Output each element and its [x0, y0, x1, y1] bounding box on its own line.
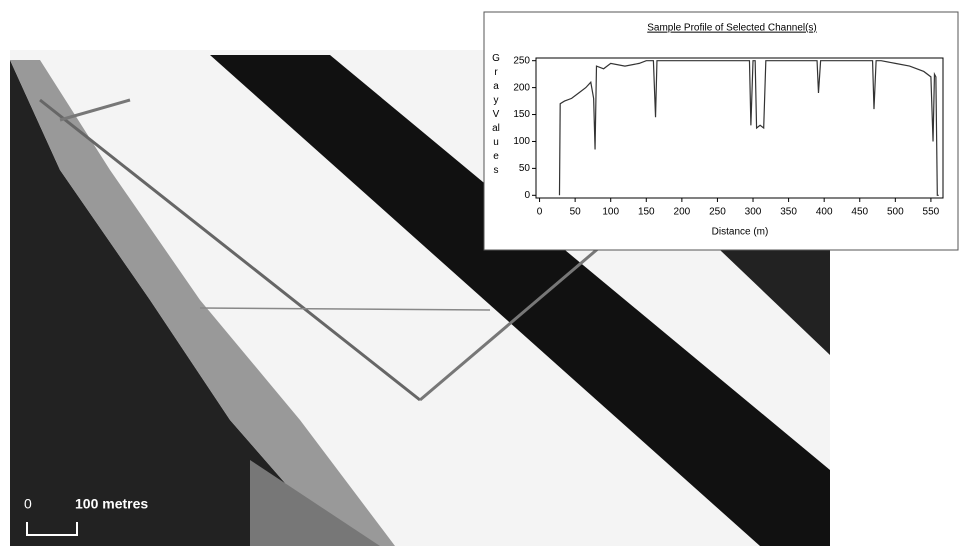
y-tick-label: 250 — [513, 55, 530, 66]
x-tick-label: 350 — [780, 207, 797, 218]
x-tick-label: 250 — [709, 207, 726, 218]
y-axis-label: Gray Values — [492, 52, 500, 178]
x-tick-label: 400 — [816, 207, 833, 218]
x-tick-label: 0 — [537, 207, 543, 218]
map-view: 0 100 metres Sample Profile of Selected … — [0, 0, 959, 546]
x-tick-label: 500 — [887, 207, 904, 218]
x-tick-label: 150 — [638, 207, 655, 218]
y-tick-label: 0 — [524, 190, 530, 201]
scale-label: 100 metres — [75, 496, 148, 512]
x-tick-label: 50 — [570, 207, 582, 218]
chart-title: Sample Profile of Selected Channel(s) — [647, 23, 817, 34]
y-tick-label: 50 — [519, 163, 531, 174]
screenshot: 0 100 metres Sample Profile of Selected … — [0, 0, 959, 546]
x-tick-label: 200 — [674, 207, 691, 218]
x-tick-label: 550 — [923, 207, 940, 218]
x-axis-label: Distance (m) — [712, 227, 769, 238]
scale-label: 0 — [24, 496, 32, 512]
y-tick-label: 100 — [513, 136, 530, 147]
y-tick-label: 200 — [513, 82, 530, 93]
y-tick-label: 150 — [513, 109, 530, 120]
x-tick-label: 300 — [745, 207, 762, 218]
x-tick-label: 100 — [602, 207, 619, 218]
x-tick-label: 450 — [851, 207, 868, 218]
